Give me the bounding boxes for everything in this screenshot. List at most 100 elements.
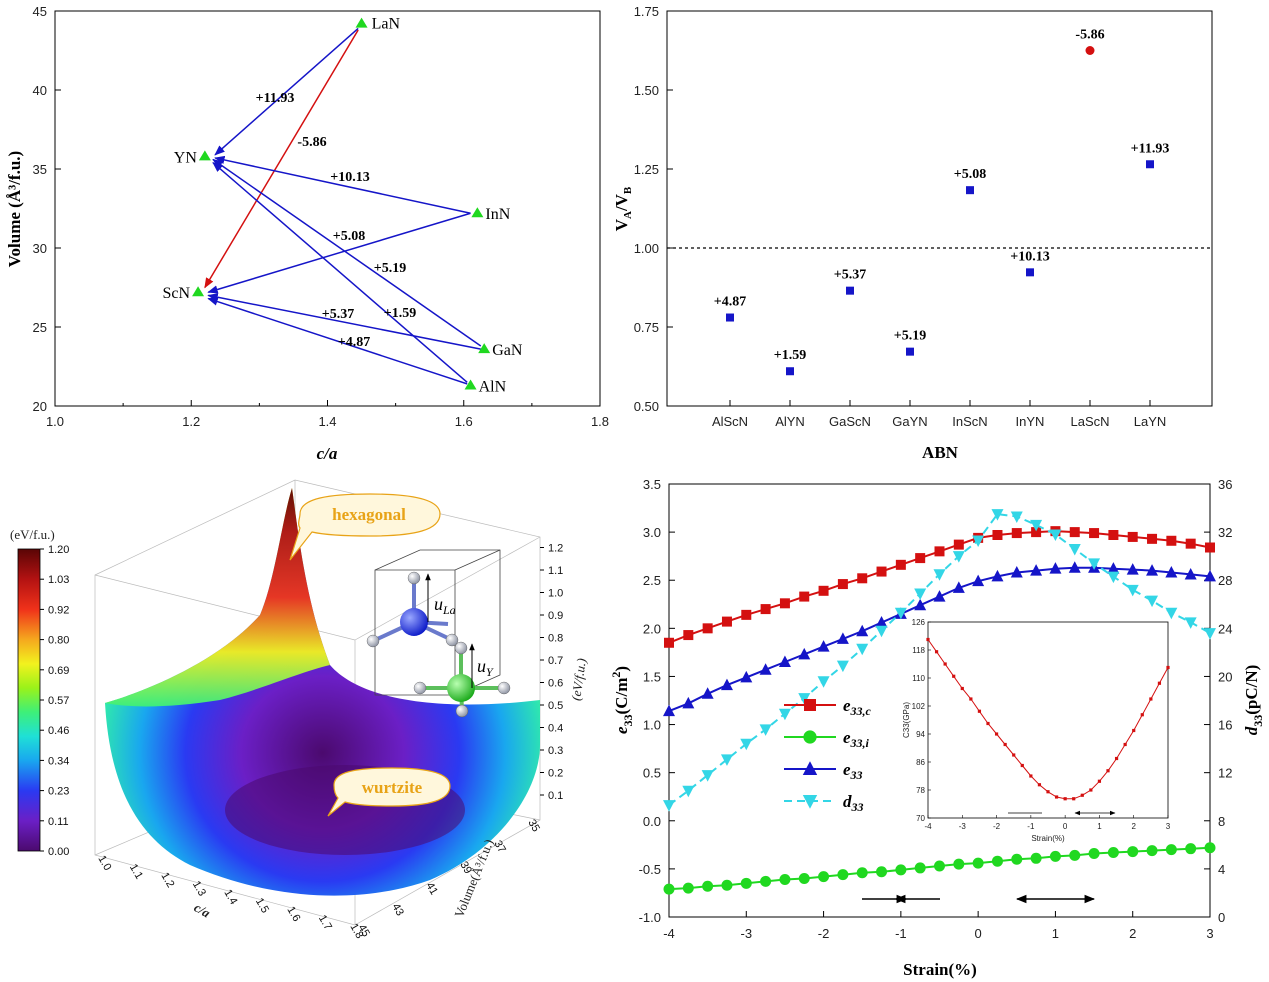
bubble-hexagonal-text: hexagonal: [332, 505, 406, 524]
panel-b-ticks: 0.50 0.75 1.00 1.25 1.50 1.75 AlScN AlYN GaScN Ga…: [634, 4, 1167, 429]
point-label-gan: GaN: [492, 342, 523, 359]
series-point-e33: [778, 655, 791, 668]
series-point-e33-c: [683, 630, 694, 641]
series-point-e33-c: [837, 579, 848, 590]
series-point-e33-i: [1088, 847, 1100, 859]
series-point-e33-i: [1146, 845, 1158, 857]
inset-point: [1012, 753, 1016, 757]
inset-point: [1003, 742, 1007, 747]
panel-b-points: +4.87 +1.59 +5.37 +5.19 +5.08 +10.13 -5.86 +11.…: [714, 28, 1169, 376]
panel-d-ytick-right-label: 28: [1218, 573, 1232, 588]
series-point-e33-c: [857, 573, 868, 584]
panel-d-ticks: -4 -3 -2 -1 0 1 2 3-1.0-0.50.00.51.01.52.02.53.…: [639, 477, 1233, 941]
series-point-e33-i: [934, 860, 945, 872]
panel-b-xtick-label: InScN: [952, 414, 987, 429]
inset-point: [1123, 742, 1127, 747]
panel-d-ytick-left-label: -0.5: [639, 862, 661, 877]
arrow-aln-yn: [212, 161, 468, 383]
series-point-e33-i: [1011, 853, 1023, 865]
surface-ytick-label: 41: [423, 881, 440, 898]
panel-d-xtick-label: -4: [663, 926, 675, 941]
panel-d-ytick-left-label: -1.0: [639, 910, 661, 925]
series-point-e33-i: [779, 873, 791, 885]
series-point-d33: [894, 607, 907, 620]
panel-a-xtick-label: 1.0: [46, 414, 64, 429]
panel-d-ytick-right-label: 0: [1218, 910, 1225, 925]
series-point-d33: [1030, 519, 1043, 532]
series-point-d33: [817, 676, 830, 688]
series-point-d33: [972, 535, 985, 548]
point-gascn: [846, 286, 854, 295]
surface-xtick-label: 1.4: [221, 888, 239, 907]
series-point-e33-c: [760, 604, 771, 615]
series-point-e33-c: [992, 529, 1003, 540]
legend-label: d33: [843, 792, 864, 814]
series-point-e33: [1030, 564, 1043, 576]
u-la-label: uLa: [434, 594, 456, 617]
inset-point: [1029, 774, 1033, 778]
series-point-d33: [1049, 529, 1062, 542]
inset-point: [952, 674, 956, 678]
surface-xtick-label: 1.3: [190, 879, 208, 898]
series-point-e33: [720, 678, 733, 691]
panel-a-ytick-label: 25: [33, 320, 47, 335]
series-point-e33-i: [837, 869, 849, 881]
panel-a-arrows: +11.93 -5.86 +10.13 +5.08 +5.19 +1.59 +5.37 +4.…: [204, 27, 482, 385]
series-point-e33-c: [895, 559, 906, 570]
arrow-label: +1.59: [384, 306, 416, 321]
colorbar: [17, 548, 41, 852]
panel-b-xtick-label: AlScN: [712, 414, 748, 429]
colorbar-tick-label: 1.20: [48, 544, 69, 556]
inset-point: [1157, 681, 1162, 685]
point-inyn: [1026, 268, 1034, 277]
panel-d-ylabel-right: d33(pC/N): [1242, 665, 1265, 736]
arrow-label: +5.19: [374, 261, 406, 276]
series-point-e33-i: [991, 855, 1003, 867]
series-point-e33: [1204, 569, 1216, 582]
series-point-d33: [1088, 558, 1101, 570]
panel-b-xtick-label: GaScN: [829, 414, 871, 429]
series-point-d33: [952, 551, 965, 563]
inset-point: [1054, 795, 1059, 799]
series-point-e33-i: [895, 864, 907, 876]
panel-a-ytick-label: 35: [33, 162, 47, 177]
surface-ztick-label: 0.1: [548, 790, 563, 802]
panel-a-ytick-label: 40: [33, 83, 47, 98]
series-point-e33-c: [1011, 528, 1022, 539]
series-point-d33: [1146, 595, 1159, 608]
inset-xtick-label: 1: [1097, 822, 1102, 831]
inset-point: [1166, 665, 1170, 670]
panel-d-ytick-right-label: 36: [1218, 477, 1232, 492]
legend-marker: [802, 761, 818, 775]
inset-point: [969, 697, 973, 701]
surface-xtick-label: 1.0: [95, 854, 113, 873]
series-point-e33-i: [1185, 843, 1197, 855]
colorbar-tick-label: 0.34: [48, 755, 69, 767]
series-point-e33-i: [972, 857, 984, 869]
inset-point: [986, 721, 990, 726]
series-point-d33: [914, 588, 927, 600]
surface-zlabel: (eV/f.u.): [568, 657, 589, 701]
series-point-e33-i: [914, 862, 926, 874]
series-point-e33-c: [1069, 527, 1080, 538]
inset-point: [1072, 797, 1076, 801]
series-point-e33: [1165, 566, 1178, 578]
surface-ztick-label: 0.5: [548, 700, 563, 712]
legend-marker: [802, 795, 818, 809]
la-atom: [400, 608, 428, 636]
panel-d-ytick-right-label: 4: [1218, 862, 1225, 877]
point-alyn: [786, 367, 794, 376]
panel-d-xtick-label: 2: [1129, 926, 1136, 941]
surface-ztick-label: 0.3: [548, 745, 563, 757]
inset-xtick-label: 2: [1131, 822, 1136, 831]
series-point-e33-c: [1205, 542, 1215, 553]
inset-xlabel: Strain(%): [1031, 834, 1065, 843]
arrow-label: +10.13: [330, 170, 369, 185]
series-point-d33: [933, 569, 946, 581]
series-point-e33-i: [1030, 852, 1042, 864]
inset-xtick-label: -2: [993, 822, 1001, 831]
point-gan: [478, 343, 491, 354]
series-point-d33: [663, 800, 675, 812]
inset-ytick-label: 78: [916, 786, 925, 795]
series-point-e33: [740, 670, 753, 683]
